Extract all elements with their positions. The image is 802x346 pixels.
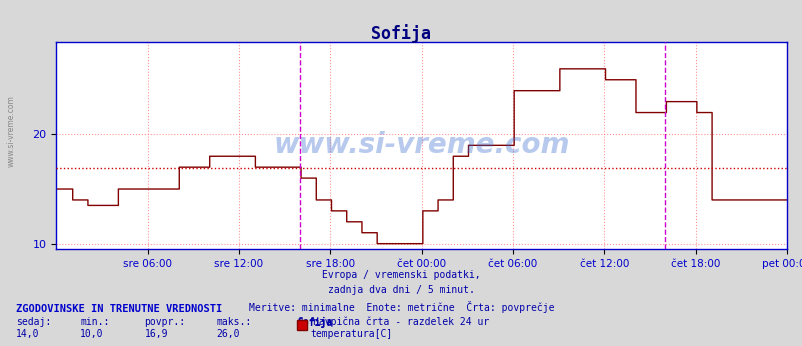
Text: Meritve: minimalne  Enote: metrične  Črta: povprečje: Meritve: minimalne Enote: metrične Črta:… bbox=[249, 301, 553, 313]
Text: 10,0: 10,0 bbox=[80, 329, 103, 339]
Text: zadnja dva dni / 5 minut.: zadnja dva dni / 5 minut. bbox=[328, 285, 474, 295]
Text: navpična črta - razdelek 24 ur: navpična črta - razdelek 24 ur bbox=[313, 317, 489, 327]
Text: 16,9: 16,9 bbox=[144, 329, 168, 339]
Text: min.:: min.: bbox=[80, 317, 110, 327]
Text: sedaj:: sedaj: bbox=[16, 317, 51, 327]
Text: povpr.:: povpr.: bbox=[144, 317, 185, 327]
Text: Sofija: Sofija bbox=[297, 317, 332, 327]
Text: www.si-vreme.com: www.si-vreme.com bbox=[273, 131, 569, 159]
Text: Evropa / vremenski podatki,: Evropa / vremenski podatki, bbox=[322, 270, 480, 280]
Text: temperatura[C]: temperatura[C] bbox=[310, 329, 391, 339]
Text: 14,0: 14,0 bbox=[16, 329, 39, 339]
Text: ZGODOVINSKE IN TRENUTNE VREDNOSTI: ZGODOVINSKE IN TRENUTNE VREDNOSTI bbox=[16, 304, 222, 315]
Text: Sofija: Sofija bbox=[371, 24, 431, 43]
Text: maks.:: maks.: bbox=[217, 317, 252, 327]
Text: 26,0: 26,0 bbox=[217, 329, 240, 339]
Text: www.si-vreme.com: www.si-vreme.com bbox=[6, 95, 15, 167]
Text: Sofija: Sofija bbox=[297, 317, 332, 328]
